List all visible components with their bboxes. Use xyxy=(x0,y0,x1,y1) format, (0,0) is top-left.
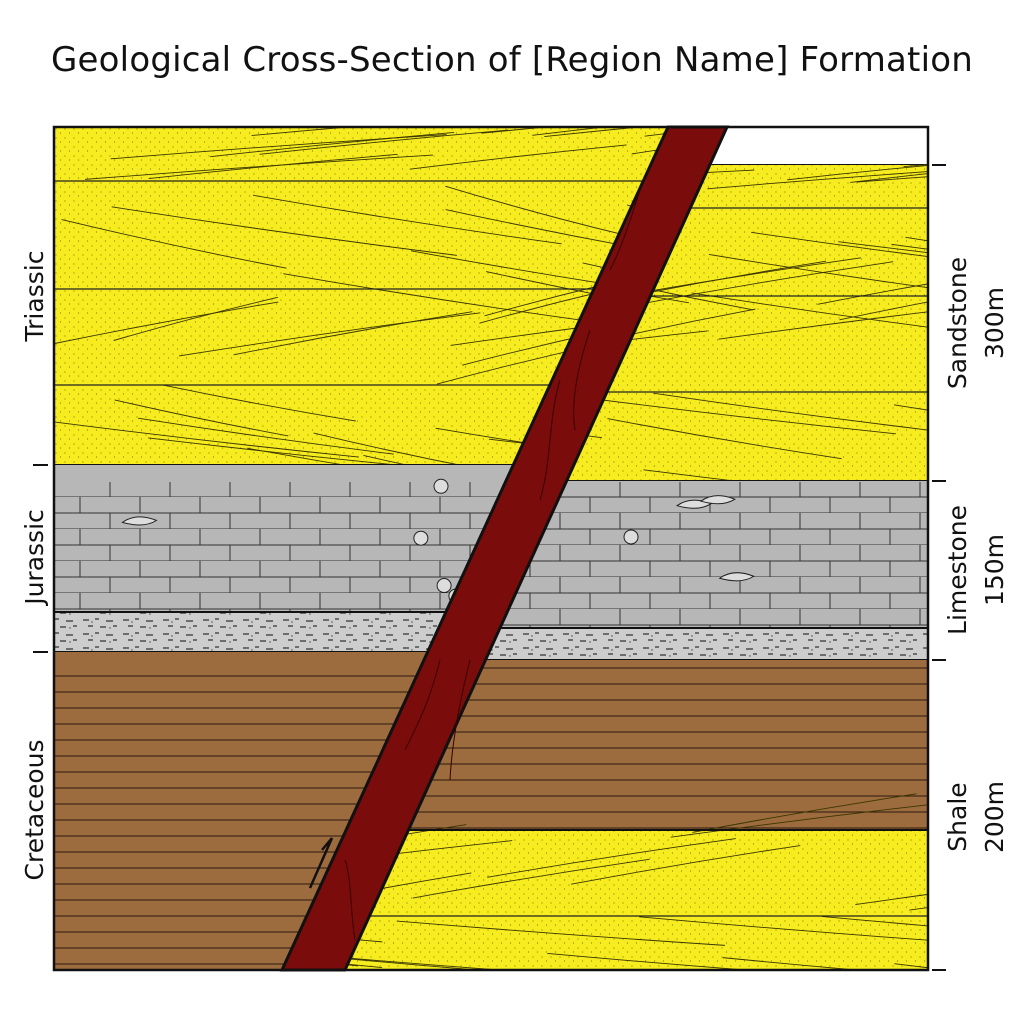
cross-bedding-line xyxy=(113,296,278,341)
cross-bedding-line xyxy=(259,129,509,155)
cross-bedding-line xyxy=(252,194,562,245)
cross-bedding-line xyxy=(210,131,455,158)
unit-thickness-limestone: 150m xyxy=(980,534,1009,606)
cross-bedding-line xyxy=(839,276,928,321)
period-label-triassic: Triassic xyxy=(20,251,49,343)
cross-bedding-line xyxy=(821,915,928,942)
fossil-ammonite xyxy=(623,529,639,545)
cross-bedding-line xyxy=(817,260,928,305)
cross-bedding-line xyxy=(653,392,928,434)
unit-rock-sandstone: Sandstone xyxy=(943,257,972,389)
cross-bedding-line xyxy=(691,292,928,333)
unit-rock-shale: Shale xyxy=(943,782,972,851)
cross-bedding-line xyxy=(708,253,928,295)
cross-bedding-line xyxy=(571,845,801,885)
cross-bedding-line xyxy=(61,219,287,269)
cross-bedding-line xyxy=(412,858,650,899)
cross-bedding-line xyxy=(718,295,928,340)
cross-bedding-line xyxy=(856,162,928,183)
cross-bedding-line xyxy=(751,231,928,273)
cross-bedding-line xyxy=(639,916,928,942)
cross-bedding-line xyxy=(345,942,383,969)
fossil-shell xyxy=(699,495,736,505)
period-label-jurassic: Jurassic xyxy=(20,509,49,607)
fossil-ammonite xyxy=(433,478,449,494)
cross-bedding-line xyxy=(487,838,736,878)
right-ticks xyxy=(932,164,946,971)
cross-bedding-line xyxy=(939,917,1024,941)
fossil-ammonite xyxy=(413,530,429,546)
unit-thickness-sandstone: 300m xyxy=(980,287,1009,359)
cross-bedding-line xyxy=(631,129,668,155)
cross-bedding-line xyxy=(148,153,398,180)
cross-bedding-line xyxy=(894,963,928,970)
cross-bedding-line xyxy=(111,206,457,256)
cross-bedding-line xyxy=(481,127,668,134)
fault-texture xyxy=(344,189,641,941)
cross-bedding-line xyxy=(838,241,928,282)
cross-bedding-line xyxy=(54,301,279,346)
cross-bedding-line xyxy=(607,418,842,460)
cross-bedding-line xyxy=(54,420,359,458)
cross-bedding-line xyxy=(544,127,668,137)
cross-bedding-line xyxy=(445,185,624,236)
cross-bedding-line xyxy=(634,261,894,306)
fossil-ammonite xyxy=(436,578,452,594)
left-ticks xyxy=(33,464,48,653)
section-frame xyxy=(52,125,930,972)
cross-bedding-line xyxy=(547,952,849,970)
cross-bedding-line xyxy=(114,399,289,437)
cross-bedding-line xyxy=(410,250,668,300)
cross-bedding-line xyxy=(722,957,928,970)
cross-bedding-line xyxy=(178,312,481,357)
unit-rock-limestone: Limestone xyxy=(943,505,972,635)
fossil-shell xyxy=(121,516,158,526)
fossil-shell xyxy=(718,572,755,582)
diagram-title: Geological Cross-Section of [Region Name… xyxy=(51,40,973,80)
cross-bedding-line xyxy=(855,865,928,906)
cross-bedding-line xyxy=(345,948,518,970)
cross-bedding-line xyxy=(850,162,928,183)
cross-bedding-line xyxy=(85,154,433,180)
cross-bedding-line xyxy=(935,459,1024,499)
cross-bedding-line xyxy=(345,949,561,970)
cross-bedding-line xyxy=(532,127,668,136)
cross-bedding-line xyxy=(251,127,546,136)
unit-thickness-shale: 200m xyxy=(980,781,1009,853)
cross-bedding-line xyxy=(670,798,928,838)
cross-bedding-line xyxy=(787,160,928,181)
fault-motion-arrow xyxy=(308,837,334,889)
cross-bedding-line xyxy=(396,920,725,946)
period-label-cretaceous: Cretaceous xyxy=(20,740,49,881)
cross-bedding-line xyxy=(283,273,597,323)
cross-bedding-line xyxy=(233,311,473,356)
cross-bedding-line xyxy=(138,417,394,455)
cross-bedding-line xyxy=(927,115,1024,139)
cross-bedding-line xyxy=(162,384,356,422)
cross-bedding-line xyxy=(692,793,917,833)
cross-bedding-line xyxy=(409,144,627,170)
